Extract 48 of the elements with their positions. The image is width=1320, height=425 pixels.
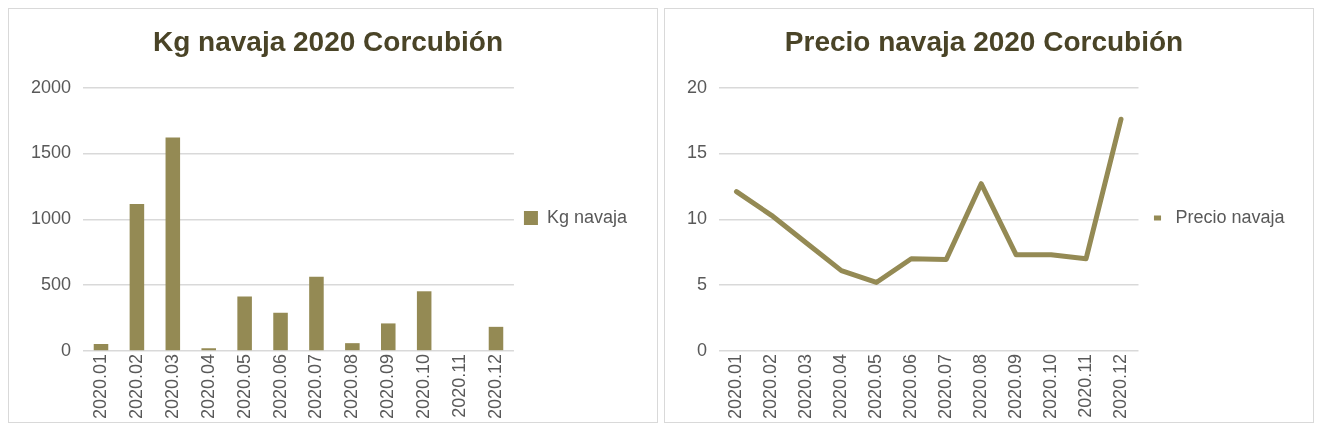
- x-tick-label: 2020.09: [377, 353, 398, 420]
- chart-title: Precio navaja 2020 Corcubión: [784, 25, 1184, 57]
- bar: [345, 343, 360, 351]
- bar: [165, 137, 181, 351]
- bar: [129, 203, 145, 351]
- x-tick-label: 2020.12: [1109, 353, 1130, 420]
- y-tick-label: 1000: [31, 208, 72, 229]
- y-tick-label: 2000: [31, 76, 72, 97]
- x-tick-label: 2020.02: [125, 353, 146, 420]
- x-tick-label: 2020.10: [1040, 353, 1061, 420]
- x-tick-label: 2020.05: [233, 353, 254, 420]
- x-tick-label: 2020.05: [865, 353, 886, 420]
- y-tick-label: 1500: [31, 142, 72, 163]
- y-tick-label: 10: [686, 208, 708, 229]
- y-tick-label: 5: [697, 274, 708, 295]
- y-tick-label: 0: [61, 339, 72, 360]
- y-tick-label: 20: [686, 76, 708, 97]
- x-tick-label: 2020.03: [795, 353, 816, 420]
- bar: [237, 296, 252, 351]
- y-tick-label: 500: [41, 274, 72, 295]
- x-tick-label: 2020.07: [935, 353, 956, 420]
- bar: [380, 323, 396, 351]
- x-tick-label: 2020.02: [760, 353, 781, 420]
- x-tick-label: 2020.01: [89, 353, 110, 420]
- x-tick-label: 2020.03: [161, 353, 182, 420]
- x-tick-label: 2020.04: [830, 353, 851, 420]
- x-tick-label: 2020.07: [305, 353, 326, 420]
- x-tick-label: 2020.01: [725, 353, 746, 420]
- bar: [488, 326, 504, 351]
- x-tick-label: 2020.11: [1075, 353, 1096, 418]
- x-tick-label: 2020.04: [197, 353, 218, 420]
- y-tick-label: 0: [697, 339, 708, 360]
- x-tick-label: 2020.08: [341, 353, 362, 420]
- bar: [93, 344, 109, 351]
- legend-label: Precio navaja: [1175, 206, 1286, 227]
- x-tick-label: 2020.09: [1005, 353, 1026, 420]
- x-tick-label: 2020.06: [269, 353, 290, 420]
- x-tick-label: 2020.06: [900, 353, 921, 420]
- bar: [309, 276, 324, 351]
- x-tick-label: 2020.10: [413, 353, 434, 420]
- x-tick-label: 2020.12: [484, 353, 505, 420]
- y-tick-label: 15: [686, 142, 708, 163]
- x-tick-label: 2020.11: [449, 353, 470, 418]
- x-tick-label: 2020.08: [970, 353, 991, 420]
- legend-label: Kg navaja: [546, 206, 628, 227]
- bar: [273, 312, 288, 351]
- chart-title: Kg navaja 2020 Corcubión: [152, 25, 504, 57]
- bar: [416, 291, 432, 351]
